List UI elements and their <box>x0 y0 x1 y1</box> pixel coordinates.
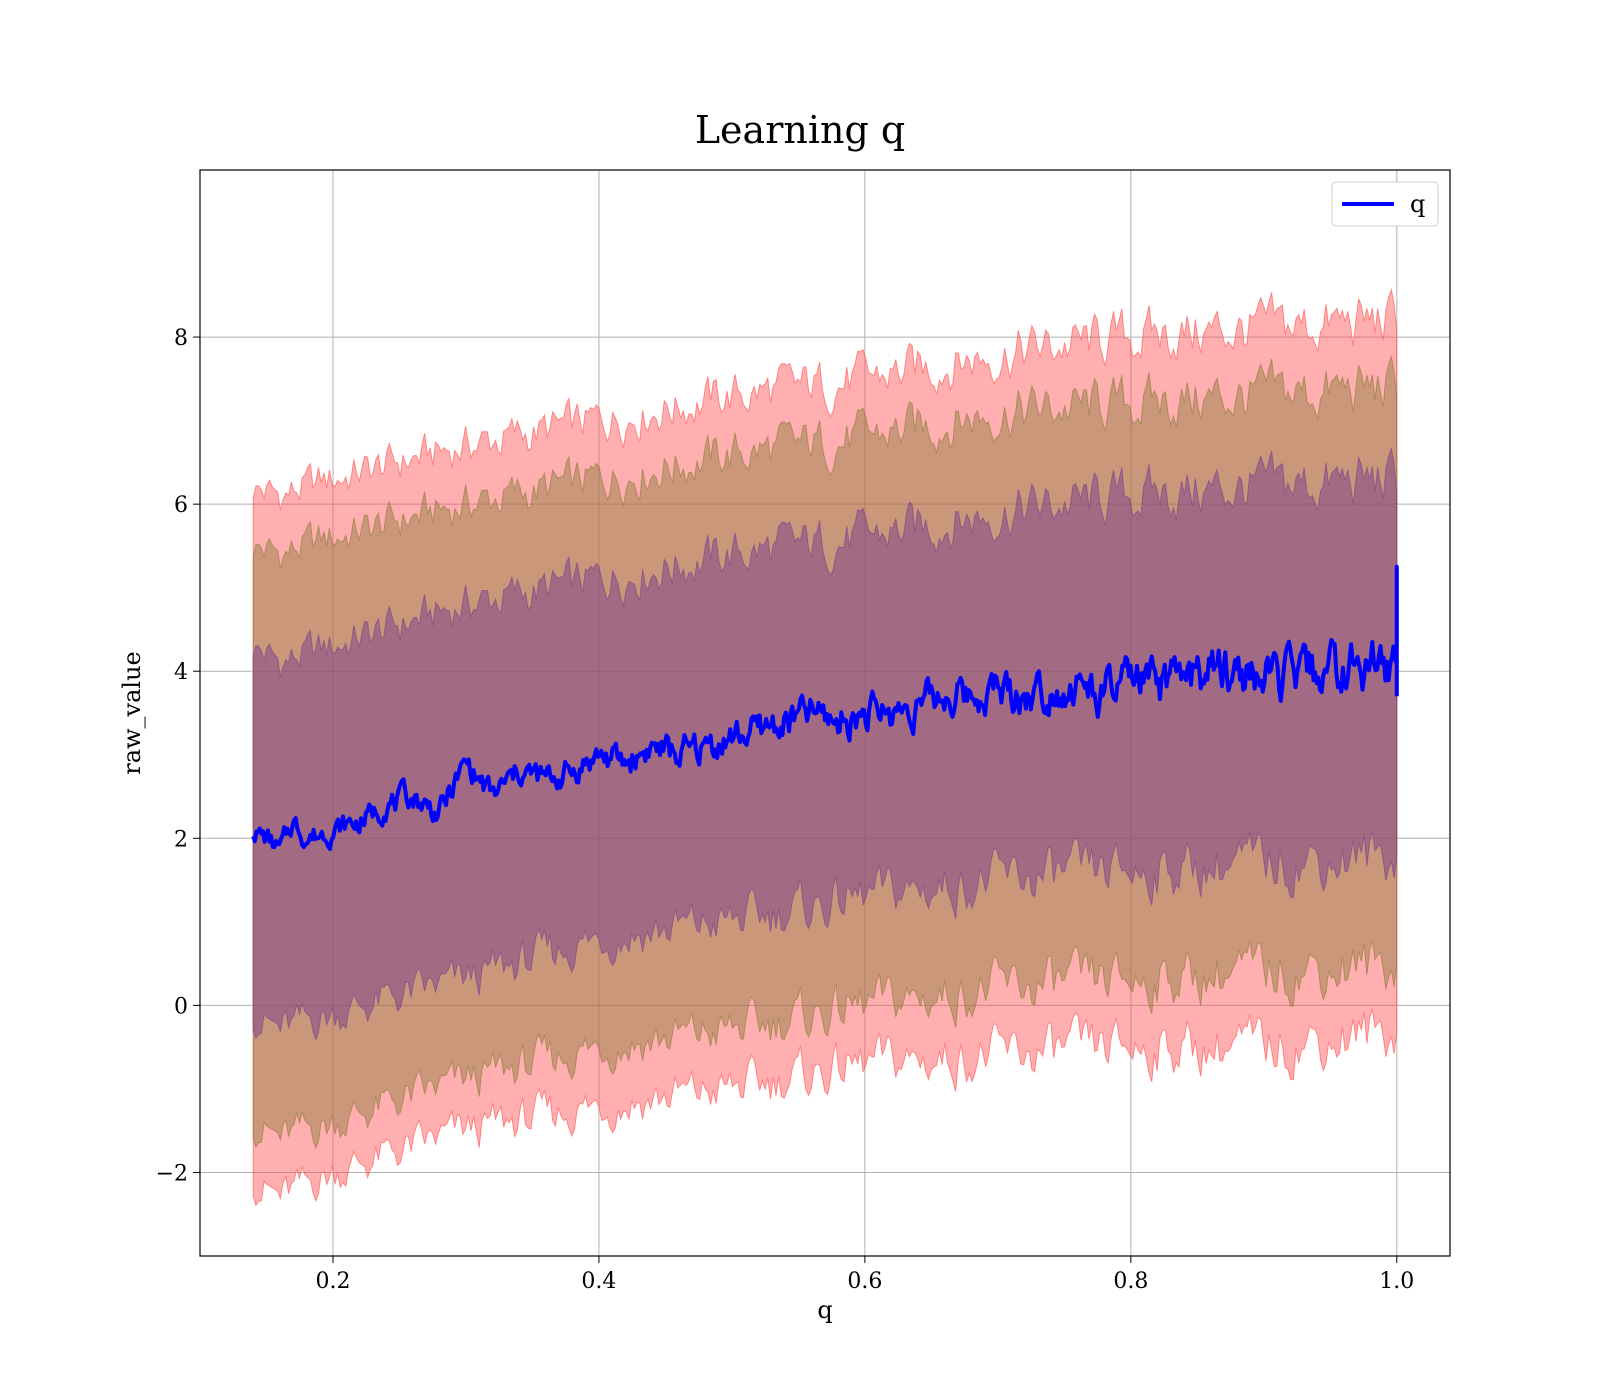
axis-ticks: 0.2 0.4 0.6 0.8 1.0 −2 0 2 4 6 8 <box>156 326 1415 1294</box>
y-tick-label: 0 <box>174 994 188 1019</box>
y-tick-label: −2 <box>156 1161 188 1186</box>
y-tick-label: 4 <box>174 660 188 685</box>
x-tick-label: 1.0 <box>1379 1269 1414 1294</box>
series-lines <box>251 564 1399 851</box>
confidence-bands <box>252 287 1398 1207</box>
legend-label-q: q <box>1410 190 1425 218</box>
y-axis-label: raw_value <box>118 651 146 775</box>
y-tick-label: 6 <box>174 493 188 518</box>
plot-frame <box>199 169 1451 1257</box>
chart-title: Learning q <box>695 108 905 152</box>
band-inner <box>252 446 1398 1041</box>
x-tick-label: 0.6 <box>847 1269 882 1294</box>
x-axis-label: q <box>817 1296 832 1324</box>
x-tick-label: 0.2 <box>315 1269 350 1294</box>
legend: q <box>1331 181 1439 227</box>
series-line-q <box>251 564 1399 851</box>
y-tick-label: 2 <box>174 827 188 852</box>
x-tick-label: 0.8 <box>1113 1269 1148 1294</box>
y-tick-label: 8 <box>174 326 188 351</box>
x-tick-label: 0.4 <box>581 1269 616 1294</box>
